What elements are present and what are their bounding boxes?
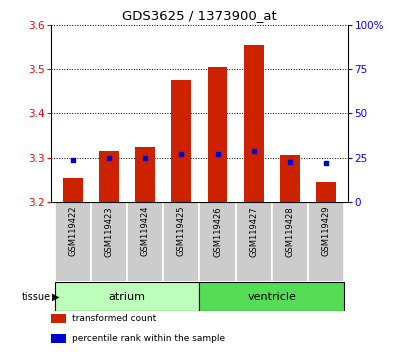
Bar (51, 314, 66, 323)
Text: GSM119424: GSM119424 (141, 206, 150, 257)
Bar (91, 202, 127, 282)
Text: ▶: ▶ (52, 292, 60, 302)
Bar (272, 202, 308, 282)
Bar (199, 202, 235, 282)
Text: GSM119428: GSM119428 (285, 206, 294, 257)
Text: GSM119422: GSM119422 (68, 206, 77, 257)
Bar (244, 45, 263, 202)
Text: ventricle: ventricle (247, 292, 296, 302)
Text: percentile rank within the sample: percentile rank within the sample (72, 335, 225, 343)
Bar (235, 202, 272, 282)
Bar (316, 182, 336, 202)
Bar (51, 334, 66, 343)
Bar (308, 202, 344, 282)
Bar (208, 67, 228, 202)
Title: GDS3625 / 1373900_at: GDS3625 / 1373900_at (122, 9, 277, 22)
Bar (55, 202, 91, 282)
Text: transformed count: transformed count (72, 314, 156, 323)
Text: GSM119426: GSM119426 (213, 206, 222, 257)
Bar (127, 202, 164, 282)
Text: atrium: atrium (109, 292, 146, 302)
Bar (135, 147, 155, 202)
Bar (199, 282, 344, 311)
Bar (55, 282, 199, 311)
Bar (164, 202, 199, 282)
Text: tissue: tissue (21, 292, 51, 302)
Text: GSM119425: GSM119425 (177, 206, 186, 257)
Bar (280, 155, 300, 202)
Bar (171, 80, 191, 202)
Text: GSM119429: GSM119429 (322, 206, 331, 257)
Bar (99, 151, 119, 202)
Text: GSM119427: GSM119427 (249, 206, 258, 257)
Text: GSM119423: GSM119423 (105, 206, 114, 257)
Bar (63, 178, 83, 202)
